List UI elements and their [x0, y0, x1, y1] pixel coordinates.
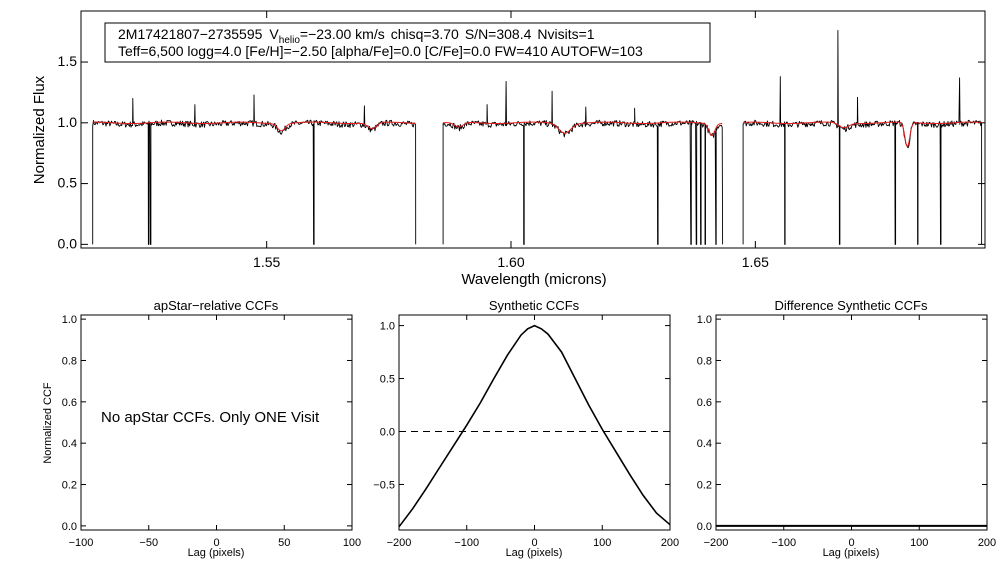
spectrum-x-tick-label: 1.55	[253, 254, 280, 270]
synthetic-ccf-x-tick-label: 0	[531, 537, 537, 549]
apstar-ccf-x-tick-label: 50	[278, 537, 290, 549]
apstar-ccf-x-tick-label: −50	[139, 537, 158, 549]
synthetic-ccf-panel: Synthetic CCFs −200 −100 0 100 200 −0.5 0.0 0.5…	[373, 298, 679, 559]
difference-ccf-x-tick-label: 0	[848, 537, 854, 549]
difference-ccf-y-tick-label: 0.8	[697, 355, 712, 367]
difference-ccf-title: Difference Synthetic CCFs	[775, 298, 928, 313]
difference-ccf-y-tick-label: 1.0	[697, 314, 712, 326]
apstar-ccf-ticks	[80, 315, 353, 530]
spectrum-y-label: Normalized Flux	[31, 75, 48, 184]
spectrum-y-tick-label: 0.5	[58, 175, 78, 191]
spectrum-y-tick-label: 1.5	[58, 53, 78, 69]
apstar-ccf-y-tick-label: 0.2	[62, 480, 77, 492]
apstar-ccf-x-label: Lag (pixels)	[188, 547, 245, 559]
info-box-frame	[104, 22, 711, 63]
difference-ccf-y-tick-label: 0.0	[697, 521, 712, 533]
apstar-ccf-title: apStar−relative CCFs	[154, 298, 279, 313]
difference-ccf-x-tick-label: −200	[704, 537, 729, 549]
apstar-ccf-x-tick-label: −100	[69, 537, 94, 549]
difference-ccf-x-tick-label: 100	[910, 537, 928, 549]
nvisits-value: Nvisits=1	[537, 26, 594, 42]
difference-ccf-panel: Difference Synthetic CCFs −200 −100 0 100 20…	[697, 298, 996, 559]
apstar-ccf-panel: apStar−relative CCFs −100 −50 0 50 100 0.0 0.2…	[42, 298, 361, 559]
synthetic-ccf-y-tick-label: −0.5	[373, 479, 395, 491]
synthetic-ccf-ticks	[398, 315, 671, 530]
synthetic-ccf-x-tick-label: −100	[454, 537, 479, 549]
v-value: =−23.00 km/s	[300, 26, 385, 42]
synthetic-ccf-y-tick-label: 0.5	[380, 374, 395, 386]
difference-ccf-x-tick-label: 200	[978, 537, 996, 549]
apstar-ccf-y-tick-label: 1.0	[62, 314, 77, 326]
apstar-ccf-y-tick-label: 0.6	[62, 397, 77, 409]
synthetic-ccf-curve	[398, 324, 671, 528]
difference-ccf-ticks	[715, 315, 988, 530]
synthetic-ccf-title: Synthetic CCFs	[489, 298, 580, 313]
info-box-line1: 2M17421807−2735595 Vhelio=−23.00 km/s chis…	[118, 26, 595, 46]
apstar-ccf-y-tick-label: 0.8	[62, 355, 77, 367]
synthetic-ccf-x-tick-label: 100	[593, 537, 611, 549]
synthetic-ccf-y-tick-label: 1.0	[380, 321, 395, 333]
difference-ccf-y-tick-label: 0.2	[697, 480, 712, 492]
difference-ccf-tick-labels: −200 −100 0 100 200 0.0 0.2 0.4 0.6 0.8 1.0	[697, 314, 996, 549]
apstar-ccf-y-tick-label: 0.0	[62, 521, 77, 533]
spectrum-panel: 1.55 1.60 1.65 0.0 0.5 1.0 1.5 2M17421807−2735…	[31, 10, 986, 288]
spectrum-frame	[80, 10, 986, 249]
star-id: 2M17421807−2735595	[118, 26, 263, 42]
synthetic-ccf-tick-labels: −200 −100 0 100 200 −0.5 0.0 0.5 1.0	[373, 321, 679, 549]
v-symbol: V	[269, 26, 279, 42]
model-spectrum-line	[92, 121, 982, 148]
info-box: 2M17421807−2735595 Vhelio=−23.00 km/s chis…	[104, 22, 711, 63]
chisq-value: chisq=3.70	[391, 26, 459, 42]
apstar-ccf-x-tick-label: 100	[343, 537, 361, 549]
difference-ccf-y-tick-label: 0.6	[697, 397, 712, 409]
no-ccf-message: No apStar CCFs. Only ONE Visit	[101, 409, 320, 426]
difference-ccf-frame	[715, 314, 988, 531]
spectrum-tick-labels: 1.55 1.60 1.65 0.0 0.5 1.0 1.5	[58, 53, 770, 270]
v-subscript: helio	[279, 35, 301, 46]
info-box-line2: Teff=6,500 logg=4.0 [Fe/H]=−2.50 [alpha/…	[118, 43, 643, 59]
spectrum-x-label: Wavelength (microns)	[461, 271, 606, 288]
synthetic-ccf-x-tick-label: 200	[661, 537, 679, 549]
difference-ccf-x-label: Lag (pixels)	[823, 547, 880, 559]
synthetic-ccf-x-label: Lag (pixels)	[506, 547, 563, 559]
spectrum-y-tick-label: 0.0	[58, 235, 78, 251]
synthetic-ccf-frame	[398, 314, 671, 531]
apstar-ccf-y-label: Normalized CCF	[42, 382, 54, 464]
spectrum-x-tick-label: 1.65	[742, 254, 769, 270]
apstar-ccf-x-tick-label: 0	[213, 537, 219, 549]
synthetic-ccf-y-tick-label: 0.0	[380, 427, 395, 439]
apstar-ccf-y-tick-label: 0.4	[62, 438, 77, 450]
difference-ccf-x-tick-label: −100	[771, 537, 796, 549]
synthetic-ccf-x-tick-label: −200	[387, 537, 412, 549]
spectrum-y-tick-label: 1.0	[58, 114, 78, 130]
apstar-ccf-tick-labels: −100 −50 0 50 100 0.0 0.2 0.4 0.6 0.8 1.0	[62, 314, 361, 549]
snr-value: S/N=308.4	[465, 26, 532, 42]
spectrum-x-tick-label: 1.60	[497, 254, 524, 270]
difference-ccf-y-tick-label: 0.4	[697, 438, 712, 450]
